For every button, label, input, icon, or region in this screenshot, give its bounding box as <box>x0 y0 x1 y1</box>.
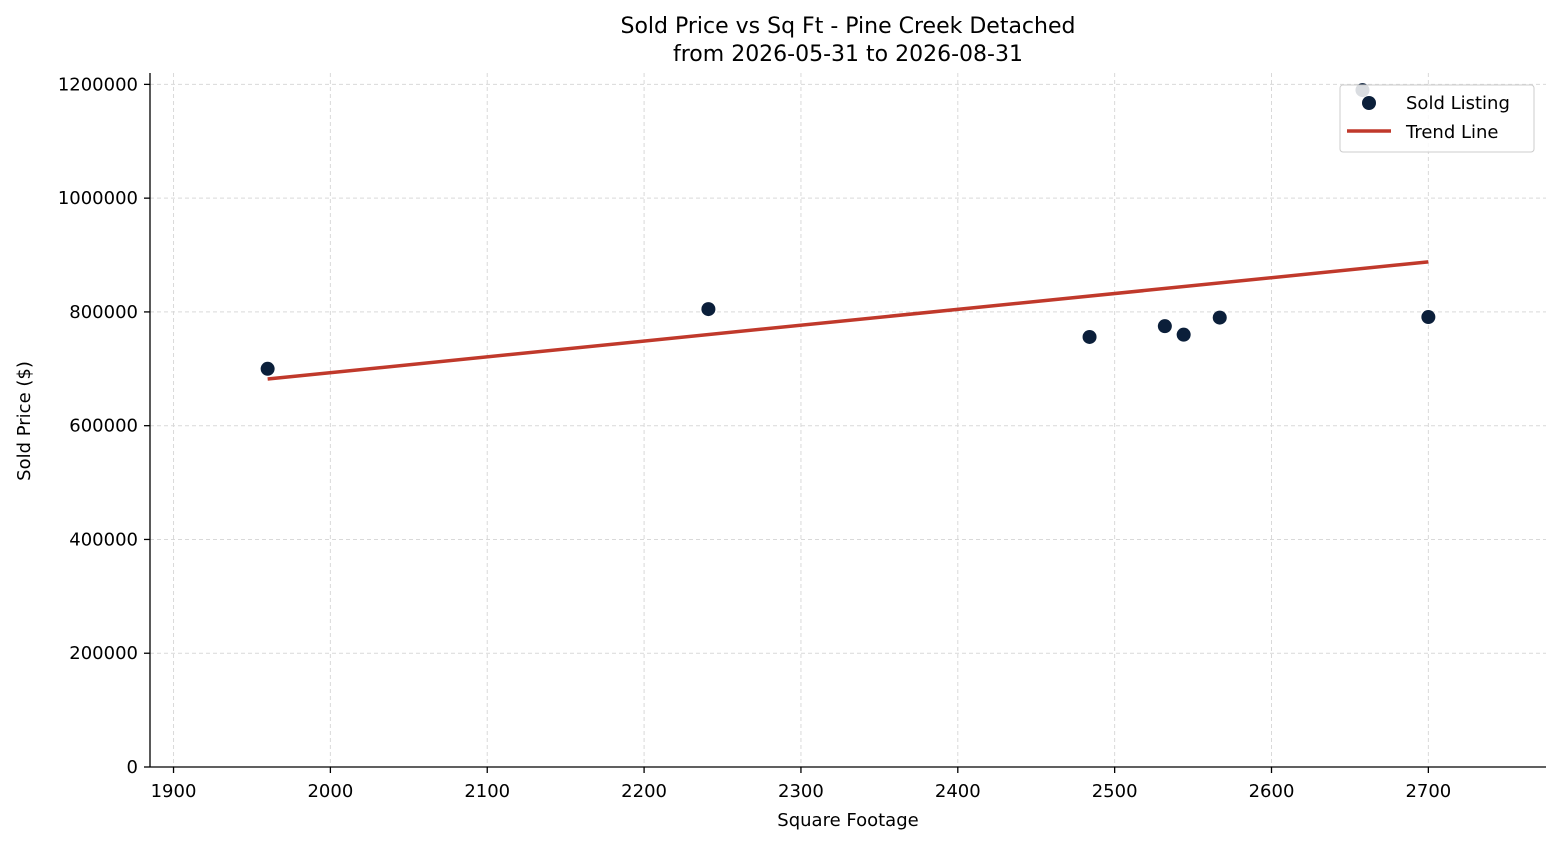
data-series <box>260 83 1436 381</box>
y-tick-label: 0 <box>127 757 138 778</box>
x-tick-label: 2400 <box>935 781 981 802</box>
x-tick-label: 2500 <box>1092 781 1138 802</box>
x-tick-label: 2200 <box>621 781 667 802</box>
y-tick-label: 400000 <box>69 529 138 550</box>
x-tick-label: 2000 <box>307 781 353 802</box>
sold-listing-point <box>1157 319 1172 334</box>
legend-box <box>1339 84 1535 153</box>
x-tick-label: 2300 <box>778 781 824 802</box>
x-axis-label: Square Footage <box>777 810 918 831</box>
grid-lines <box>150 73 1546 768</box>
y-tick-label: 800000 <box>69 302 138 323</box>
sold-listing-point <box>1421 310 1436 325</box>
y-tick-label: 600000 <box>69 416 138 437</box>
axis-ticks: 1900 2000 2100 2200 2300 2400 2500 2600 2700 0 200… <box>58 74 1451 802</box>
legend: Sold Listing Trend Line <box>1339 84 1535 153</box>
y-axis-label: Sold Price ($) <box>14 361 35 481</box>
y-tick-label: 1000000 <box>58 188 138 209</box>
sold-listing-point <box>1082 329 1097 344</box>
sold-listing-point <box>701 302 716 317</box>
sold-listing-point <box>1212 310 1227 325</box>
trend-line <box>267 260 1429 381</box>
x-tick-label: 2100 <box>464 781 510 802</box>
y-tick-label: 200000 <box>69 643 138 664</box>
legend-sold-listing-label: Sold Listing <box>1406 93 1510 114</box>
sold-listing-point <box>1176 327 1191 342</box>
axes <box>149 73 1546 768</box>
x-tick-label: 2600 <box>1249 781 1295 802</box>
x-tick-label: 1900 <box>151 781 197 802</box>
y-tick-label: 1200000 <box>58 74 138 95</box>
chart-subtitle: from 2026-05-31 to 2026-08-31 <box>673 42 1023 67</box>
legend-trend-line-label: Trend Line <box>1405 122 1499 143</box>
chart-title: Sold Price vs Sq Ft - Pine Creek Detache… <box>621 14 1076 39</box>
legend-sold-listing-marker <box>1362 96 1376 110</box>
sold-listing-point <box>260 361 275 376</box>
x-tick-label: 2700 <box>1405 781 1451 802</box>
